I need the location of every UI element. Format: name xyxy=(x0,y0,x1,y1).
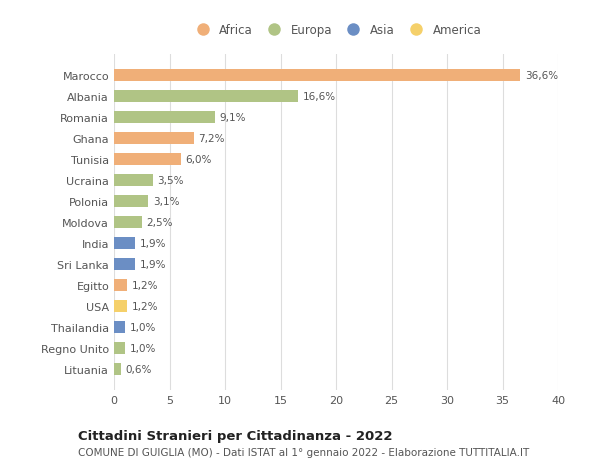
Bar xyxy=(114,154,181,166)
Text: 1,9%: 1,9% xyxy=(140,259,166,269)
Text: 1,9%: 1,9% xyxy=(140,239,166,248)
Text: 1,0%: 1,0% xyxy=(130,343,156,353)
Bar xyxy=(114,133,194,145)
Bar xyxy=(114,175,153,186)
Bar xyxy=(114,259,135,270)
Text: 3,5%: 3,5% xyxy=(157,176,184,186)
Legend: Africa, Europa, Asia, America: Africa, Europa, Asia, America xyxy=(187,21,485,41)
Text: 36,6%: 36,6% xyxy=(525,71,558,81)
Bar xyxy=(114,280,127,291)
Bar xyxy=(114,238,135,249)
Text: 16,6%: 16,6% xyxy=(303,92,336,102)
Text: 2,5%: 2,5% xyxy=(146,218,173,228)
Bar xyxy=(114,301,127,312)
Text: 9,1%: 9,1% xyxy=(220,113,246,123)
Text: COMUNE DI GUIGLIA (MO) - Dati ISTAT al 1° gennaio 2022 - Elaborazione TUTTITALIA: COMUNE DI GUIGLIA (MO) - Dati ISTAT al 1… xyxy=(78,448,529,458)
Text: 1,2%: 1,2% xyxy=(132,302,158,311)
Bar xyxy=(114,364,121,375)
Bar xyxy=(114,342,125,354)
Text: 0,6%: 0,6% xyxy=(125,364,151,374)
Bar xyxy=(114,112,215,123)
Text: 7,2%: 7,2% xyxy=(199,134,225,144)
Text: Cittadini Stranieri per Cittadinanza - 2022: Cittadini Stranieri per Cittadinanza - 2… xyxy=(78,429,392,442)
Text: 1,0%: 1,0% xyxy=(130,322,156,332)
Bar xyxy=(114,91,298,103)
Text: 3,1%: 3,1% xyxy=(153,197,179,207)
Bar xyxy=(114,196,148,207)
Bar xyxy=(114,217,142,229)
Bar xyxy=(114,322,125,333)
Bar xyxy=(114,70,520,82)
Text: 1,2%: 1,2% xyxy=(132,280,158,291)
Text: 6,0%: 6,0% xyxy=(185,155,211,165)
